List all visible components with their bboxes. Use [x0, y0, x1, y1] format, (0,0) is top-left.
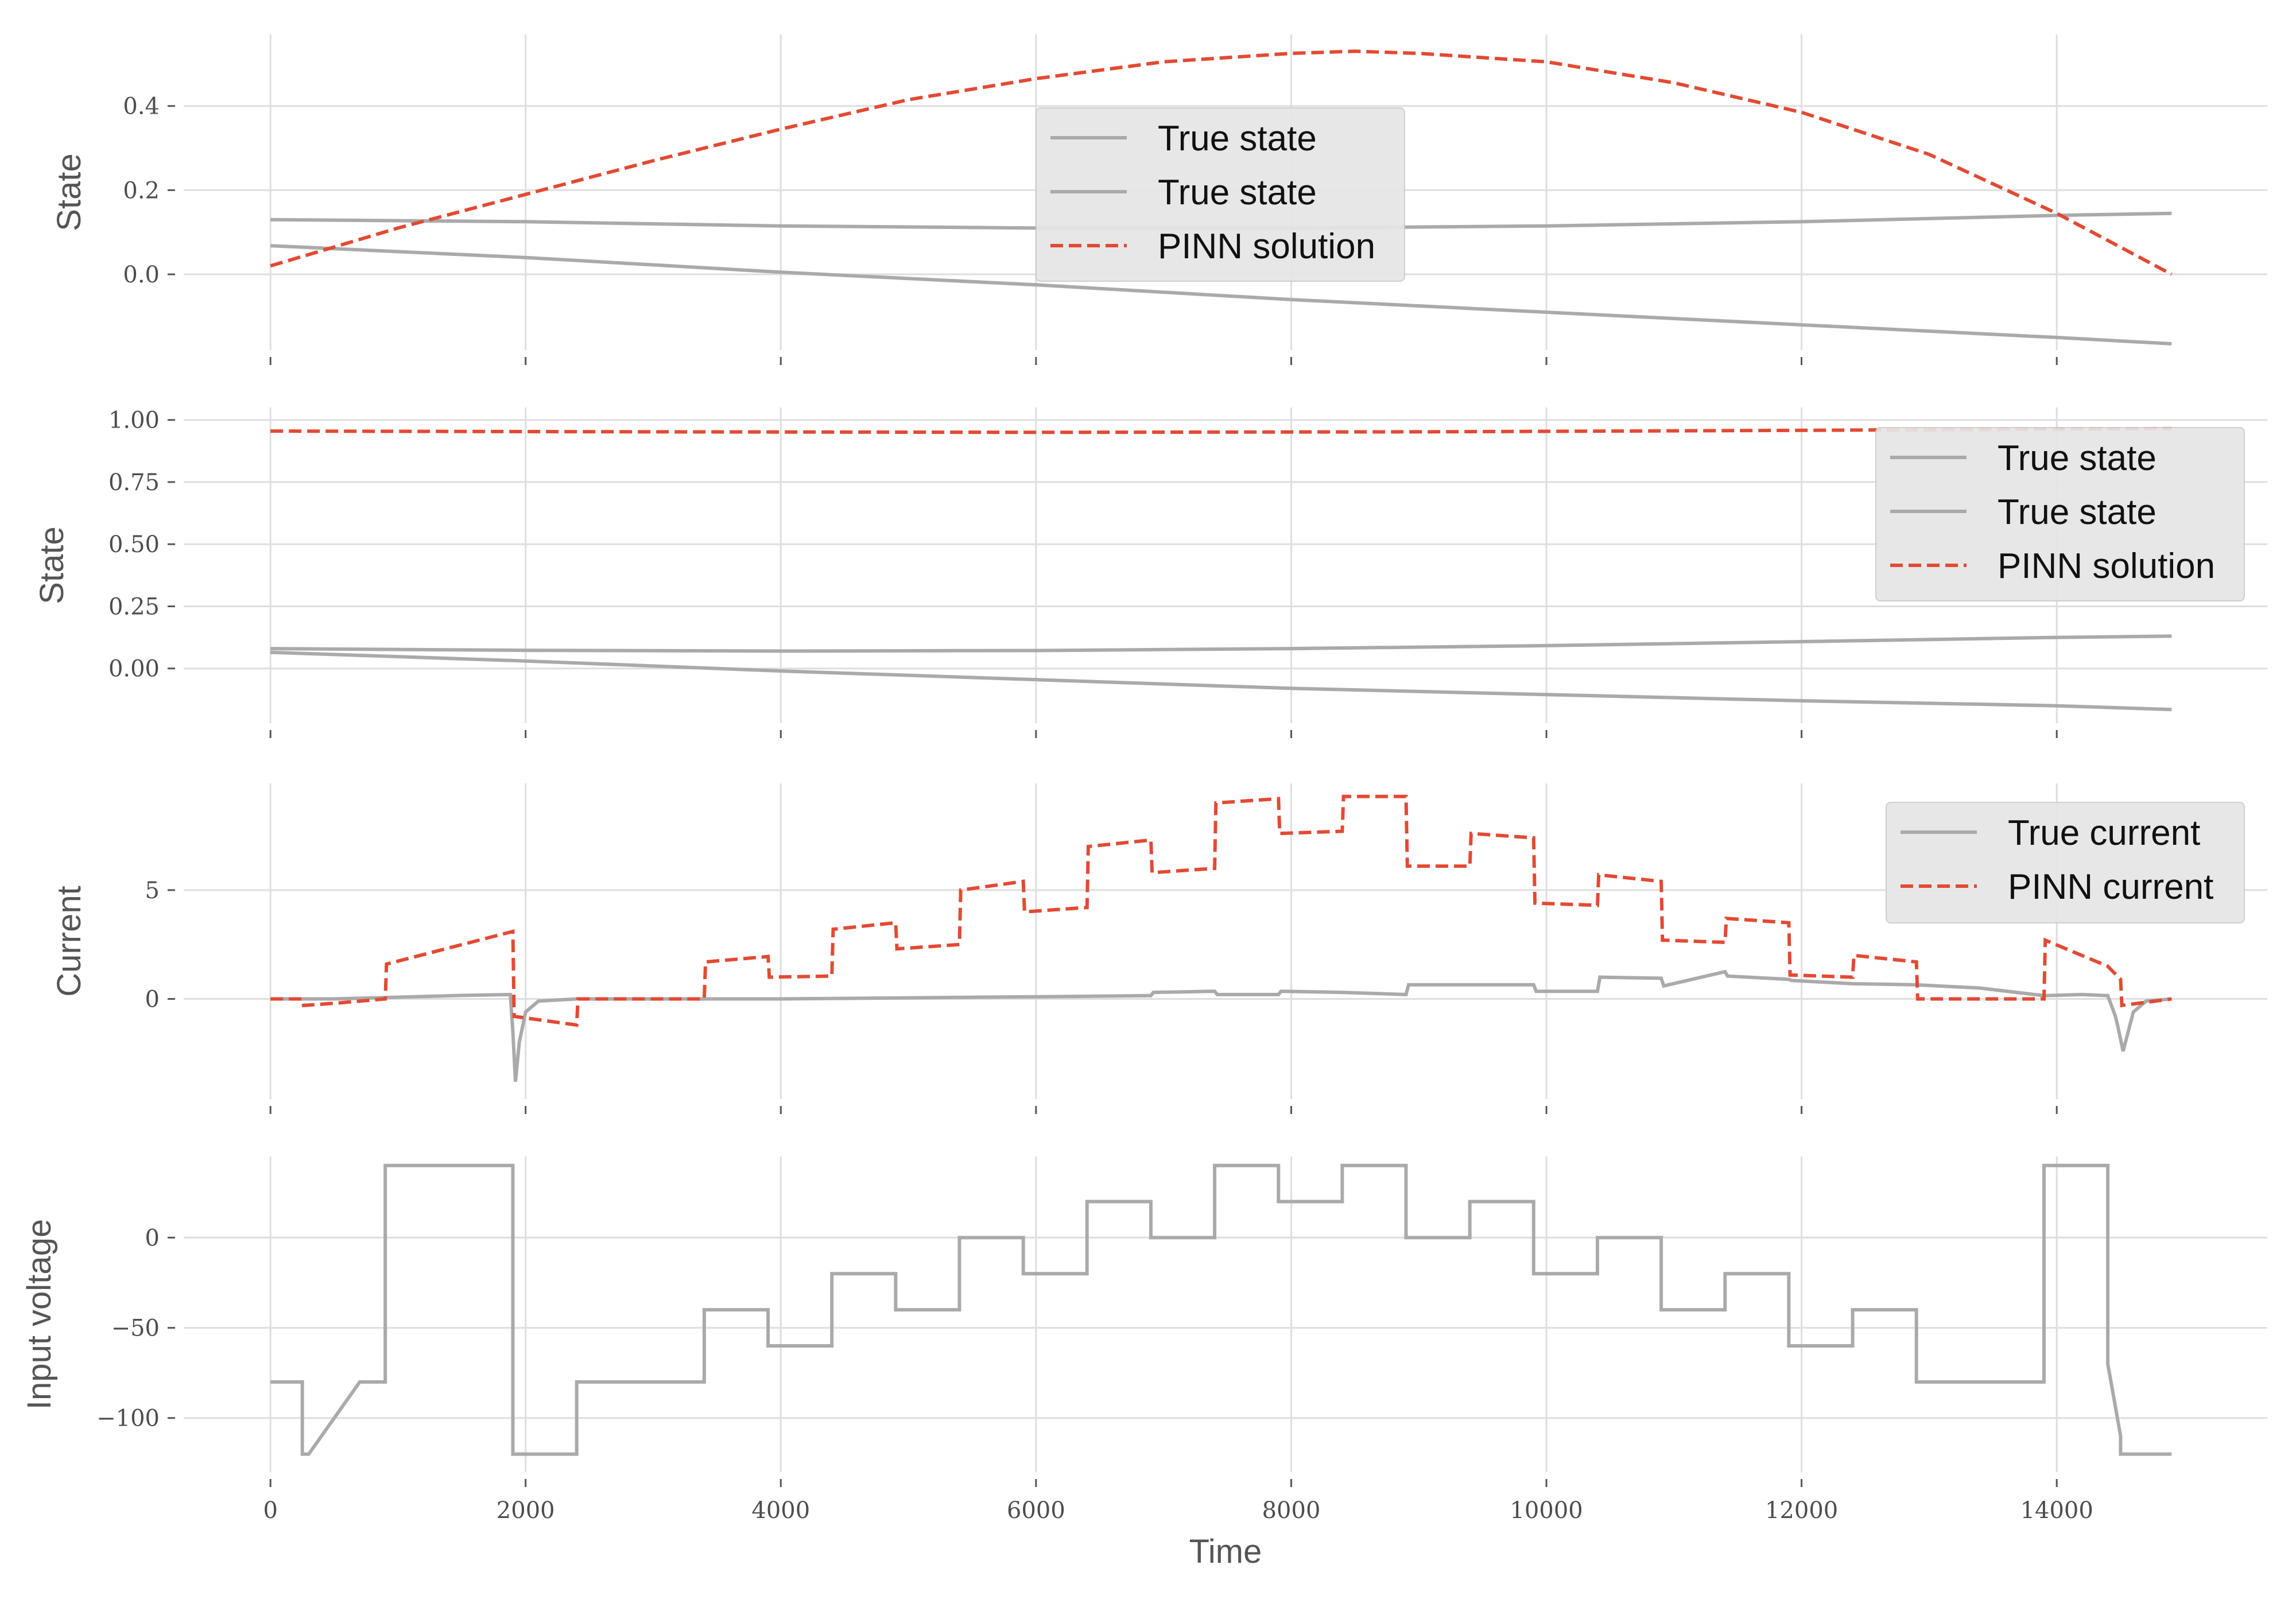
legend-label: True state	[1998, 438, 2157, 478]
y-tick-label: 0.00	[108, 656, 160, 682]
legend-label: PINN solution	[1998, 546, 2215, 586]
x-tick-label: 2000	[497, 1497, 555, 1524]
panel-3: 0 5 Current True current PINN current	[51, 783, 2267, 1114]
series-line-3	[270, 426, 2172, 434]
y-tick-label: 0.4	[123, 94, 160, 120]
series-line-2	[270, 794, 2172, 1027]
legend-box	[1035, 107, 1405, 282]
y-tick-label: 0.50	[108, 531, 160, 558]
series-line-2	[270, 244, 2172, 346]
y-tick-label: 0.75	[108, 469, 160, 496]
legend: True current PINN current	[1886, 802, 2245, 923]
x-tick-label: 8000	[1262, 1497, 1321, 1524]
y-tick-label: 0	[145, 1225, 160, 1251]
x-tick-label: 4000	[751, 1497, 810, 1524]
series-line-2	[270, 650, 2172, 712]
x-tick-label: 0	[263, 1497, 277, 1524]
legend-box	[1875, 427, 2245, 601]
series-line-1	[270, 634, 2172, 653]
y-axis-label: State	[33, 526, 71, 604]
panel-1: 0.0 0.2 0.4 State True state True state PINN s…	[51, 34, 2267, 365]
y-tick-label: 0.2	[123, 177, 160, 204]
y-tick-label: −100	[96, 1406, 160, 1432]
legend-label: True state	[1158, 119, 1317, 158]
y-tick-label: 0.25	[108, 594, 160, 620]
legend-label: True state	[1998, 492, 2157, 532]
legend-label: True state	[1158, 173, 1317, 212]
x-tick-label: 6000	[1007, 1497, 1065, 1524]
y-tick-label: 1.00	[108, 407, 160, 434]
legend: True state True state PINN solution	[1875, 427, 2245, 601]
y-axis-label: Current	[51, 886, 88, 996]
y-tick-label: 0	[145, 987, 160, 1013]
legend-label: PINN solution	[1158, 227, 1375, 266]
legend-label: PINN current	[2008, 867, 2213, 907]
y-axis-label: Input voltage	[21, 1219, 58, 1410]
series-line-1	[270, 1163, 2172, 1456]
y-tick-label: 0.0	[123, 262, 160, 288]
panel-4: −100 −50 0 Input voltage 0 2000 4000 6000 8000 10…	[21, 1156, 2267, 1570]
y-tick-label: −50	[111, 1315, 160, 1342]
y-tick-label: 5	[145, 878, 160, 904]
x-axis-label: Time	[1189, 1533, 1262, 1570]
x-tick-label: 12000	[1765, 1497, 1838, 1524]
legend: True state True state PINN solution	[1035, 107, 1405, 282]
x-tick-label: 10000	[1510, 1497, 1583, 1524]
series-line-3	[270, 49, 2173, 276]
y-axis-label: State	[51, 153, 88, 231]
x-tick-label: 14000	[2020, 1497, 2093, 1524]
legend-label: True current	[2008, 813, 2200, 853]
series-line-1	[270, 969, 2172, 1082]
